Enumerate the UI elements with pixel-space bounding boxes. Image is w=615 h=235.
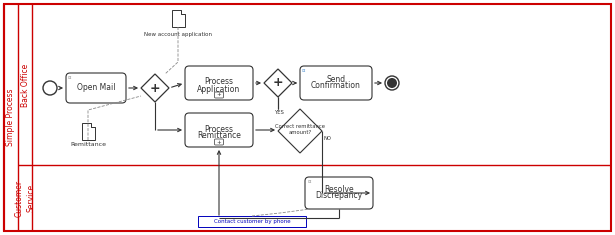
Text: Process: Process [205,125,234,133]
FancyBboxPatch shape [215,92,223,98]
Text: Discrepancy: Discrepancy [315,192,363,200]
Polygon shape [172,10,184,27]
Text: YES: YES [275,110,285,115]
Text: Contact customer by phone: Contact customer by phone [213,219,290,224]
Text: Resolve: Resolve [324,184,354,193]
Text: +: + [272,77,284,90]
Text: ¤: ¤ [308,179,311,184]
Text: ¤: ¤ [302,67,306,73]
Circle shape [387,78,397,88]
Bar [198,216,306,227]
FancyBboxPatch shape [185,66,253,100]
Polygon shape [278,109,322,153]
Text: +: + [216,93,221,98]
Text: +: + [216,140,221,145]
Text: amount?: amount? [288,130,312,136]
Text: Open Mail: Open Mail [77,83,115,93]
Text: Simple Process: Simple Process [7,88,15,146]
Text: Correct remittance: Correct remittance [275,124,325,129]
Text: Send: Send [327,74,346,83]
Circle shape [43,81,57,95]
Polygon shape [141,74,169,102]
FancyBboxPatch shape [185,113,253,147]
Text: Process: Process [205,78,234,86]
Text: New account application: New account application [144,32,212,37]
Text: Back Office: Back Office [20,63,30,107]
Text: ¤: ¤ [68,74,72,79]
Text: Confirmation: Confirmation [311,82,361,90]
FancyBboxPatch shape [215,139,223,145]
FancyBboxPatch shape [66,73,126,103]
FancyBboxPatch shape [300,66,372,100]
FancyBboxPatch shape [305,177,373,209]
Text: Customer
Service: Customer Service [15,180,35,217]
Text: Remittance: Remittance [197,132,241,141]
Polygon shape [82,123,95,140]
Text: Remittance: Remittance [70,142,106,147]
Text: +: + [149,82,161,94]
Text: NO: NO [324,137,332,141]
Polygon shape [264,69,292,97]
Text: Application: Application [197,85,240,94]
Circle shape [385,76,399,90]
